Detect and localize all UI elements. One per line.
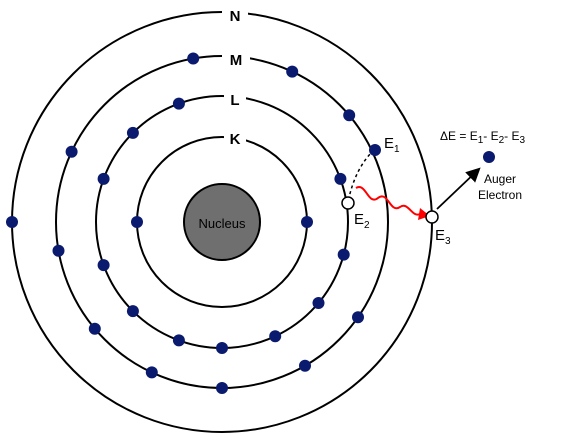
- shell-l-label: L: [230, 92, 239, 109]
- shell-m-electron-4: [88, 322, 101, 335]
- shell-m-label-bg: [222, 49, 250, 69]
- auger-electron: [483, 151, 495, 163]
- transition-path: [347, 149, 375, 203]
- shell-m-electron-6: [216, 382, 228, 394]
- e1-electron: [369, 144, 381, 156]
- shell-k-label-bg: [224, 128, 246, 148]
- shell-l-electron-1: [172, 97, 185, 110]
- e2-vacancy: [341, 196, 355, 210]
- shell-l-electron-5: [126, 305, 139, 318]
- energy-equation: ΔE = E1- E2- E3: [440, 129, 526, 146]
- shell-m-label: M: [230, 52, 243, 69]
- shell-l-label-bg: [224, 89, 246, 109]
- nucleus-label: Nucleus: [199, 216, 246, 231]
- shell-m-electron-2: [65, 145, 78, 158]
- photon-wave: [355, 186, 421, 216]
- shell-m-electron-9: [343, 109, 356, 122]
- shell-l-electron-6: [172, 334, 185, 347]
- shell-n-electron-1: [6, 216, 18, 228]
- shell-l-electron-4: [97, 259, 110, 272]
- shell-k-electron-1: [131, 216, 143, 228]
- auger-arrow: [436, 167, 481, 210]
- shell-n-label: N: [230, 8, 241, 25]
- e2-label: E2: [354, 211, 370, 231]
- shell-m-electron-3: [52, 244, 65, 257]
- shell-l-electron-11: [334, 172, 347, 185]
- shell-l-electron-10: [337, 248, 350, 261]
- shell-m-electron-1: [187, 52, 200, 65]
- nucleus: [183, 183, 261, 261]
- e3-label: E3: [435, 227, 451, 247]
- shell-m-electron-10: [286, 65, 299, 78]
- shell-l-electron-8: [269, 330, 282, 343]
- shell-m-electron-8: [352, 311, 364, 324]
- shell-l-electron-7: [216, 342, 228, 354]
- shell-m-electron-7: [299, 359, 311, 372]
- shell-k-electron-2: [301, 216, 313, 228]
- electrons: [6, 52, 364, 394]
- shell-n-label-bg: [222, 5, 248, 25]
- e3-vacancy: [425, 210, 439, 224]
- shell-l-electron-2: [126, 126, 139, 139]
- shell-l-electron-9: [312, 297, 325, 309]
- shell-k-label: K: [230, 131, 241, 148]
- auger-label-line2: Electron: [478, 188, 522, 202]
- auger-label-line1: Auger: [484, 172, 516, 186]
- shell-m-electron-5: [145, 366, 158, 379]
- shell-l-electron-3: [97, 172, 110, 185]
- e1-label: E1: [384, 135, 400, 155]
